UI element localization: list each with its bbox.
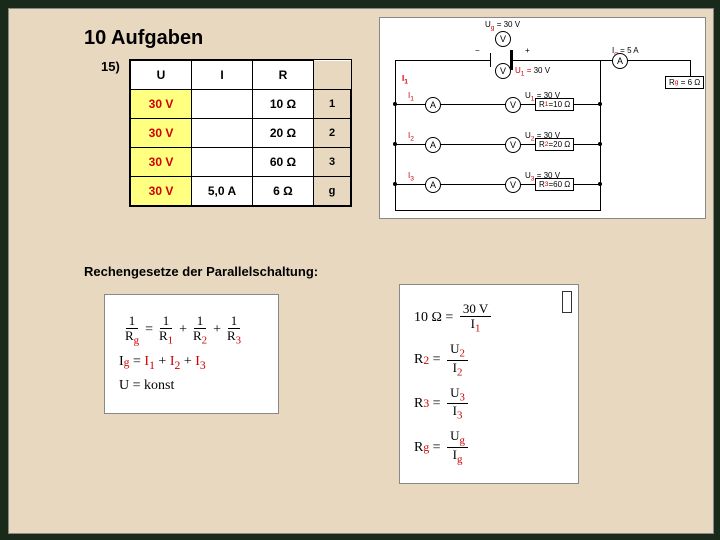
label-i3: I3 [408, 171, 414, 183]
label-u1: U1 = 30 V [515, 66, 550, 78]
ammeter-icon: A [612, 53, 628, 69]
battery-plus: + [525, 46, 530, 55]
voltmeter-icon: V [495, 63, 511, 79]
col-r: R [253, 61, 314, 90]
table-row: 30 V 5,0 A 6 Ω g [131, 177, 351, 206]
ammeter-icon: A [425, 177, 441, 193]
label-i1-left: I1 [402, 74, 408, 86]
resistor-r3: R3=60 Ω [535, 178, 574, 191]
page-title: 10 Aufgaben [84, 27, 203, 50]
resistor-r1: R1=10 Ω [535, 98, 574, 111]
battery-minus: − [475, 46, 480, 55]
problem-number: 15) [101, 59, 120, 74]
label-i2: I2 [408, 131, 414, 143]
formulas-left: 1Rg = 1R1 + 1R2 + 1R3 Ig = I1 + I2 + I3 … [104, 294, 279, 414]
page: 10 Aufgaben 15) U I R 30 V 10 Ω 1 30 V 2… [8, 8, 714, 534]
text-cursor [562, 291, 572, 313]
ammeter-icon: A [425, 97, 441, 113]
col-u: U [131, 61, 192, 90]
section-subtitle: Rechengesetze der Parallelschaltung: [84, 264, 318, 279]
ammeter-icon: A [425, 137, 441, 153]
circuit-diagram: Ug = 30 V V Ig = 5 A − + A Rg = 6 Ω V U1… [379, 17, 706, 219]
label-i1: I1 [408, 91, 414, 103]
col-i: I [192, 61, 253, 90]
table-header-row: U I R [131, 61, 351, 90]
resistor-r2: R2=20 Ω [535, 138, 574, 151]
formula-r1: 10 Ω = 30 VI1 [414, 302, 564, 335]
voltmeter-icon: V [505, 97, 521, 113]
formula-u-konst: U = konst [119, 378, 264, 394]
formula-r3: R3 = U3I3 [414, 386, 564, 423]
resistor-rg: Rg = 6 Ω [665, 76, 704, 89]
formulas-right: 10 Ω = 30 VI1 R2 = U2I2 R3 = U3I3 Rg = U… [399, 284, 579, 484]
voltmeter-icon: V [505, 177, 521, 193]
table-row: 30 V 60 Ω 3 [131, 148, 351, 177]
formula-rg: Rg = UgIg [414, 429, 564, 466]
data-table: U I R 30 V 10 Ω 1 30 V 20 Ω 2 30 V 60 Ω [129, 59, 352, 207]
formula-ig: Ig = I1 + I2 + I3 [119, 354, 264, 372]
voltmeter-icon: V [495, 31, 511, 47]
voltmeter-icon: V [505, 137, 521, 153]
label-ug: Ug = 30 V [485, 20, 520, 32]
table-row: 30 V 10 Ω 1 [131, 90, 351, 119]
formula-1-over-rg: 1Rg = 1R1 + 1R2 + 1R3 [119, 314, 264, 347]
table-row: 30 V 20 Ω 2 [131, 119, 351, 148]
formula-r2: R2 = U2I2 [414, 342, 564, 379]
